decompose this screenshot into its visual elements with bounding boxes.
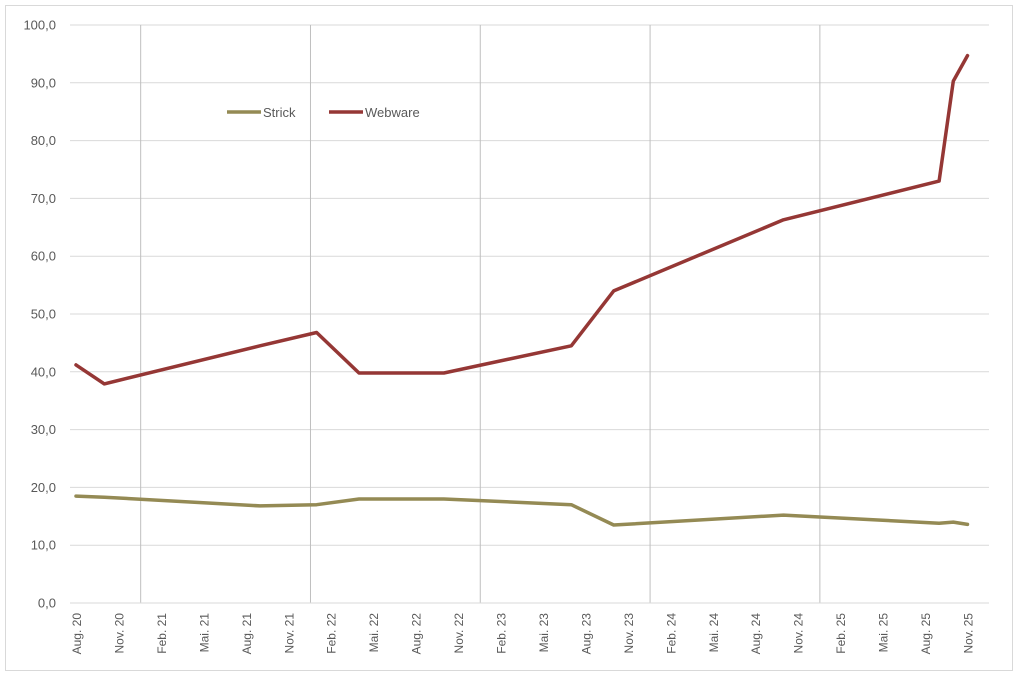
data-series	[74, 53, 970, 527]
y-tick-label: 40,0	[31, 364, 56, 379]
y-tick-label: 100,0	[23, 18, 56, 33]
y-tick-label: 60,0	[31, 249, 56, 264]
legend-label-strick: Strick	[263, 105, 296, 120]
y-tick-label: 80,0	[31, 133, 56, 148]
x-tick-label: Feb. 25	[834, 613, 848, 654]
year-divider-lines	[140, 25, 821, 603]
x-tick-label: Feb. 22	[325, 613, 339, 654]
y-tick-label: 70,0	[31, 191, 56, 206]
x-tick-label: Mai. 23	[537, 613, 551, 653]
grid-lines	[70, 24, 989, 546]
x-tick-label: Nov. 24	[792, 613, 806, 654]
y-tick-label: 30,0	[31, 422, 56, 437]
x-tick-label: Aug. 24	[749, 613, 763, 655]
y-tick-label: 50,0	[31, 307, 56, 322]
x-tick-label: Nov. 22	[452, 613, 466, 654]
y-axis-tick-labels: 0,0 10,0 20,0 30,0 40,0 50,0 60,0 70,0 80,0 90,0 1…	[23, 18, 56, 611]
x-tick-label: Nov. 23	[622, 613, 636, 654]
y-tick-label: 90,0	[31, 75, 56, 90]
series-line-strick	[74, 494, 970, 527]
x-tick-label: Aug. 23	[579, 613, 593, 655]
x-tick-label: Mai. 25	[877, 613, 891, 653]
x-tick-label: Aug. 22	[410, 613, 424, 655]
y-tick-label: 0,0	[38, 596, 56, 611]
x-tick-label: Nov. 25	[961, 613, 975, 654]
x-tick-label: Aug. 21	[240, 613, 254, 655]
legend: Strick Webware	[227, 105, 420, 120]
y-tick-label: 10,0	[31, 538, 56, 553]
x-tick-label: Aug. 20	[70, 613, 84, 655]
x-tick-label: Aug. 25	[919, 613, 933, 655]
x-tick-label: Feb. 23	[495, 613, 509, 654]
series-line-webware	[74, 53, 970, 386]
legend-label-webware: Webware	[365, 105, 420, 120]
x-tick-label: Mai. 24	[707, 613, 721, 653]
chart-frame: 0,0 10,0 20,0 30,0 40,0 50,0 60,0 70,0 80,0 90,0 1…	[5, 5, 1013, 671]
x-tick-label: Nov. 20	[112, 613, 126, 654]
x-tick-label: Feb. 24	[664, 613, 678, 654]
x-tick-label: Feb. 21	[155, 613, 169, 654]
y-tick-label: 20,0	[31, 480, 56, 495]
x-tick-label: Mai. 22	[367, 613, 381, 653]
x-tick-label: Mai. 21	[197, 613, 211, 653]
x-tick-label: Nov. 21	[282, 613, 296, 654]
line-chart: 0,0 10,0 20,0 30,0 40,0 50,0 60,0 70,0 80,0 90,0 1…	[23, 18, 989, 655]
x-axis-tick-labels: Aug. 20 Nov. 20 Feb. 21 Mai. 21 Aug. 21 Nov. …	[70, 613, 975, 655]
